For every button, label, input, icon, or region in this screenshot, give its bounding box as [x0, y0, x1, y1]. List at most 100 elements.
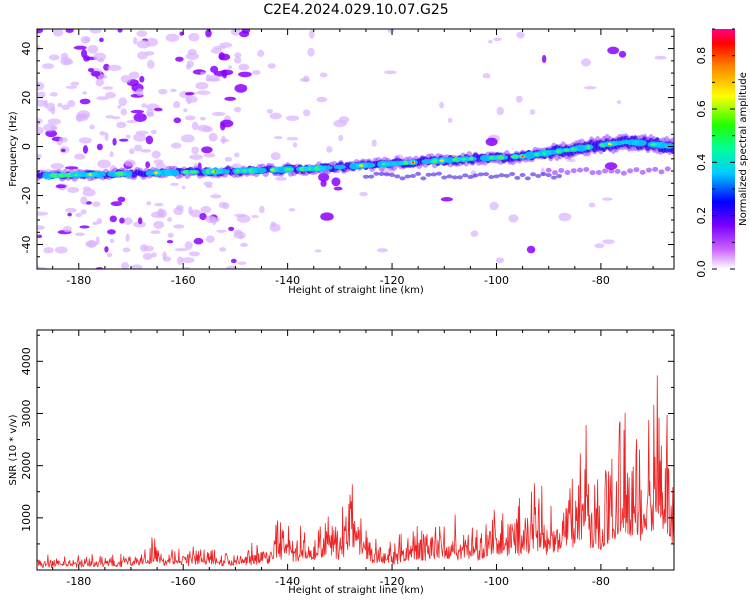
noise-blob: [618, 50, 627, 58]
ridge-secondary: [551, 170, 558, 176]
ridge-secondary: [633, 167, 640, 173]
ridge-green: [469, 156, 474, 161]
ridge-secondary: [645, 167, 652, 173]
noise-blob: [167, 232, 174, 238]
noise-blob: [37, 211, 49, 216]
spectrogram-y-tick-label: -20: [20, 187, 33, 205]
noise-blob: [508, 214, 519, 223]
noise-blob: [216, 229, 227, 233]
noise-blob: [99, 37, 104, 43]
ridge-lower: [451, 175, 458, 180]
noise-blob: [195, 81, 209, 90]
snr-y-tick-label: 3000: [20, 399, 33, 427]
ridge-secondary: [589, 170, 596, 176]
ridge-cyan: [91, 171, 106, 178]
ridge-lower: [383, 172, 390, 177]
noise-blob: [224, 96, 237, 101]
ridge-lower: [530, 172, 537, 177]
ridge-lower: [535, 173, 542, 178]
noise-blob: [307, 47, 315, 57]
noise-blob: [184, 115, 196, 121]
noise-blob: [594, 243, 605, 249]
noise-blob: [173, 207, 184, 216]
noise-blob: [230, 29, 241, 36]
noise-blob: [338, 134, 344, 142]
spectrogram-x-tick-label: -160: [171, 274, 196, 287]
noise-blob: [121, 262, 130, 269]
noise-blob: [197, 124, 211, 132]
noise-blob: [87, 67, 95, 73]
noise-blob: [167, 217, 173, 222]
ridge-lower: [409, 173, 416, 178]
noise-blob: [137, 51, 148, 60]
noise-blob: [117, 104, 122, 109]
noise-blob: [234, 56, 242, 64]
snr-x-tick-label: -100: [484, 575, 509, 588]
noise-blob: [120, 108, 127, 116]
noise-blob: [118, 138, 129, 142]
ridge-lower: [488, 174, 495, 179]
noise-blob: [239, 30, 250, 38]
noise-blob: [122, 217, 133, 225]
snr-y-label: SNR (10 * v/v): [8, 414, 19, 485]
noise-blob: [140, 148, 152, 153]
noise-blob: [274, 176, 287, 181]
noise-blob: [205, 29, 212, 38]
noise-blob: [338, 116, 350, 124]
noise-blob: [37, 266, 47, 269]
noise-blob: [188, 251, 200, 257]
noise-blob: [74, 232, 85, 237]
noise-blob: [74, 153, 86, 160]
ridge-lower: [472, 173, 479, 178]
noise-blob: [187, 48, 197, 56]
noise-blob: [60, 56, 72, 66]
ridge-lower: [519, 173, 526, 178]
noise-blob: [117, 196, 126, 203]
noise-blob: [333, 186, 343, 191]
colorbar-gradient: [712, 29, 735, 269]
snr-y-tick-label: 1000: [20, 504, 33, 532]
noise-blob: [238, 71, 252, 78]
spectrogram-y-label: Frequency (Hz): [8, 111, 19, 187]
noise-blob: [95, 78, 104, 87]
ridge-green: [190, 170, 198, 174]
spectrogram-panel: -180 -160 -140 -120 -100 -80 -40 -20 0 20 40 Heig…: [8, 28, 675, 296]
ridge-lower: [425, 172, 432, 177]
ridge-secondary: [664, 166, 671, 172]
ridge-green: [235, 169, 240, 173]
ridge-lower: [420, 176, 427, 181]
colorbar-tick-label: 0.6: [695, 100, 708, 118]
noise-blob: [316, 96, 328, 103]
snr-panel: -180 -160 -140 -120 -100 -80 1000 2000 3000 4000…: [8, 329, 675, 596]
noise-blob: [529, 109, 536, 115]
noise-blob: [133, 37, 138, 45]
noise-blob: [654, 55, 667, 60]
noise-blob: [67, 186, 79, 194]
noise-blob: [112, 138, 117, 146]
noise-blob: [103, 63, 110, 71]
noise-blob: [46, 102, 56, 112]
noise-blob: [48, 54, 60, 61]
noise-blob: [92, 201, 101, 207]
noise-blob: [359, 191, 368, 197]
noise-blob: [54, 246, 68, 254]
noise-blob: [210, 65, 219, 73]
spectrogram-y-tick-label: -40: [20, 236, 33, 254]
noise-blob: [269, 223, 281, 232]
noise-blob: [213, 45, 226, 50]
noise-blob: [170, 88, 177, 93]
noise-blob: [493, 37, 502, 42]
noise-blob: [184, 92, 195, 96]
noise-blob: [90, 70, 101, 77]
ridge-green: [58, 173, 66, 178]
noise-blob: [269, 112, 282, 120]
noise-blob: [234, 84, 248, 93]
noise-blob: [236, 214, 251, 223]
noise-blob: [170, 182, 179, 186]
noise-blob: [228, 226, 235, 232]
noise-blob: [37, 81, 45, 91]
noise-blob: [189, 209, 202, 218]
noise-blob: [227, 65, 233, 70]
noise-blob: [604, 162, 618, 170]
noise-blob: [208, 74, 220, 82]
